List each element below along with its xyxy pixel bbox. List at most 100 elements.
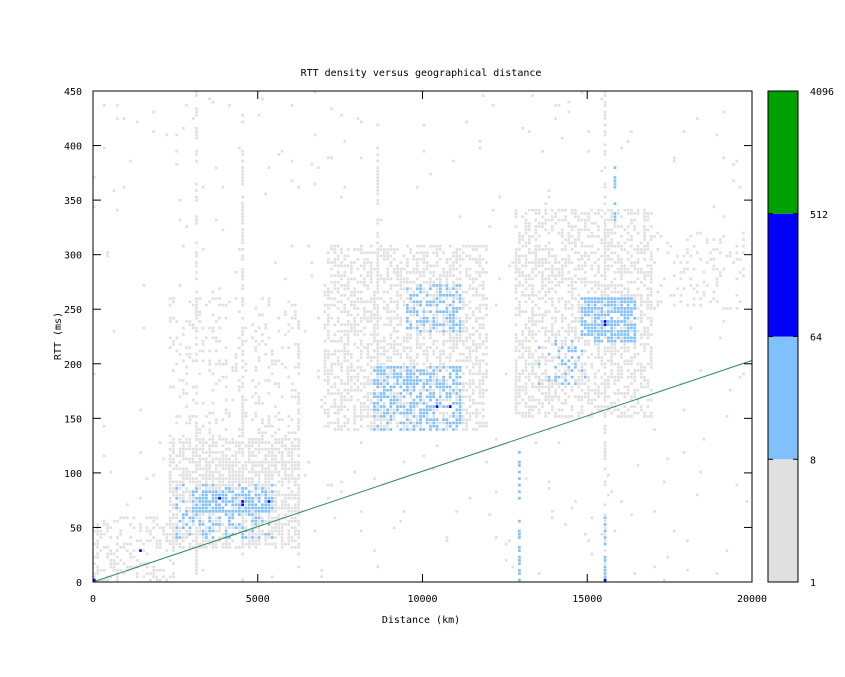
- heatmap-cell: [218, 487, 221, 490]
- heatmap-cell: [577, 300, 580, 303]
- heatmap-cell: [446, 539, 449, 542]
- heatmap-cell: [376, 255, 379, 258]
- heatmap-cell: [604, 300, 607, 303]
- heatmap-cell: [343, 382, 346, 385]
- heatmap-cell: [531, 271, 534, 274]
- heatmap-cell: [610, 323, 613, 326]
- heatmap-cell: [274, 431, 277, 434]
- heatmap-cell: [212, 314, 215, 317]
- heatmap-cell: [225, 500, 228, 503]
- heatmap-cell: [416, 264, 419, 267]
- heatmap-cell: [581, 337, 584, 340]
- heatmap-cell: [251, 337, 254, 340]
- heatmap-cell: [169, 575, 172, 578]
- heatmap-cell: [376, 264, 379, 267]
- heatmap-cell: [561, 363, 564, 366]
- heatmap-cell: [528, 261, 531, 264]
- heatmap-cell: [235, 526, 238, 529]
- heatmap-cell: [604, 314, 607, 317]
- heatmap-cell: [604, 467, 607, 470]
- heatmap-cell: [406, 261, 409, 264]
- heatmap-cell: [538, 366, 541, 369]
- heatmap-cell: [334, 350, 337, 353]
- heatmap-cell: [633, 337, 636, 340]
- heatmap-cell: [640, 337, 643, 340]
- heatmap-cell: [337, 307, 340, 310]
- heatmap-cell: [258, 359, 261, 362]
- heatmap-cell: [436, 346, 439, 349]
- heatmap-cell: [548, 376, 551, 379]
- heatmap-cell: [696, 117, 699, 120]
- heatmap-cell: [297, 530, 300, 533]
- heatmap-cell: [212, 445, 215, 448]
- heatmap-cell: [604, 304, 607, 307]
- heatmap-cell: [591, 366, 594, 369]
- heatmap-cell: [567, 346, 570, 349]
- heatmap-cell: [515, 215, 518, 218]
- heatmap-cell: [399, 369, 402, 372]
- heatmap-cell: [353, 294, 356, 297]
- heatmap-cell: [258, 484, 261, 487]
- heatmap-cell: [376, 160, 379, 163]
- heatmap-cell: [172, 487, 175, 490]
- heatmap-cell: [423, 350, 426, 353]
- heatmap-cell: [538, 382, 541, 385]
- heatmap-cell: [340, 379, 343, 382]
- heatmap-cell: [528, 225, 531, 228]
- heatmap-cell: [340, 369, 343, 372]
- heatmap-cell: [604, 111, 607, 114]
- heatmap-cell: [287, 467, 290, 470]
- heatmap-cell: [577, 294, 580, 297]
- heatmap-cell: [446, 536, 449, 539]
- heatmap-cell: [241, 343, 244, 346]
- heatmap-cell: [409, 327, 412, 330]
- heatmap-cell: [637, 251, 640, 254]
- heatmap-cell: [640, 310, 643, 313]
- heatmap-cell: [581, 314, 584, 317]
- heatmap-cell: [238, 248, 241, 251]
- heatmap-cell: [577, 376, 580, 379]
- heatmap-cell: [241, 422, 244, 425]
- heatmap-cell: [287, 497, 290, 500]
- heatmap-cell: [330, 245, 333, 248]
- heatmap-cell: [169, 500, 172, 503]
- heatmap-cell: [182, 333, 185, 336]
- heatmap-cell: [225, 441, 228, 444]
- heatmap-cell: [363, 251, 366, 254]
- heatmap-cell: [172, 536, 175, 539]
- heatmap-cell: [630, 320, 633, 323]
- heatmap-cell: [541, 317, 544, 320]
- heatmap-cell: [614, 278, 617, 281]
- heatmap-cell: [169, 487, 172, 490]
- heatmap-cell: [376, 327, 379, 330]
- heatmap-cell: [195, 454, 198, 457]
- heatmap-cell: [413, 258, 416, 261]
- heatmap-cell: [175, 464, 178, 467]
- heatmap-cell: [416, 304, 419, 307]
- heatmap-cell: [396, 323, 399, 326]
- heatmap-cell: [584, 255, 587, 258]
- heatmap-cell: [653, 428, 656, 431]
- heatmap-cell: [376, 418, 379, 421]
- heatmap-cell: [218, 497, 221, 500]
- heatmap-cell: [479, 346, 482, 349]
- heatmap-cell: [268, 484, 271, 487]
- heatmap-cell: [647, 330, 650, 333]
- heatmap-cell: [535, 376, 538, 379]
- heatmap-cell: [245, 467, 248, 470]
- heatmap-cell: [248, 494, 251, 497]
- heatmap-cell: [531, 284, 534, 287]
- heatmap-cell: [541, 373, 544, 376]
- heatmap-cell: [205, 474, 208, 477]
- heatmap-cell: [251, 484, 254, 487]
- heatmap-cell: [515, 399, 518, 402]
- heatmap-cell: [475, 402, 478, 405]
- heatmap-cell: [278, 386, 281, 389]
- heatmap-cell: [103, 147, 106, 150]
- heatmap-cell: [574, 350, 577, 353]
- heatmap-cell: [353, 287, 356, 290]
- heatmap-cell: [281, 454, 284, 457]
- heatmap-cell: [251, 513, 254, 516]
- heatmap-cell: [390, 422, 393, 425]
- heatmap-cell: [455, 317, 458, 320]
